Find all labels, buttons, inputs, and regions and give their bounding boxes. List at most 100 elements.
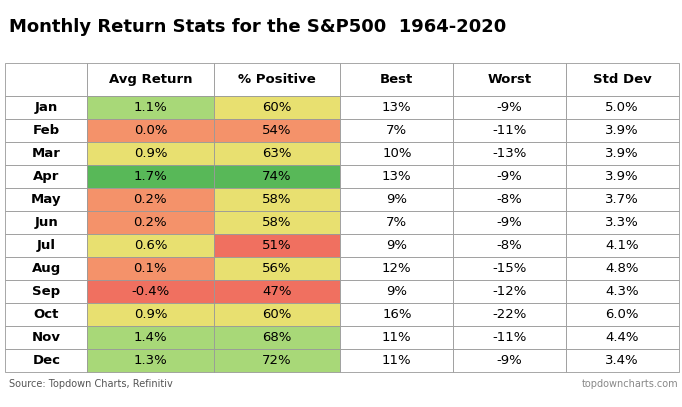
Text: 51%: 51%: [263, 239, 292, 252]
Text: 0.9%: 0.9%: [134, 309, 167, 322]
Bar: [87, 326, 213, 349]
Text: 47%: 47%: [263, 285, 292, 298]
Text: 0.6%: 0.6%: [134, 239, 167, 252]
Text: -9%: -9%: [496, 354, 522, 368]
Bar: [453, 212, 566, 234]
Text: -11%: -11%: [492, 125, 527, 138]
Bar: [340, 188, 453, 212]
Bar: [566, 280, 679, 304]
Bar: [340, 120, 453, 142]
Text: 1.7%: 1.7%: [134, 171, 167, 184]
Bar: [453, 120, 566, 142]
Text: Best: Best: [380, 73, 413, 86]
Bar: [453, 165, 566, 188]
Text: 7%: 7%: [386, 125, 407, 138]
Bar: [5, 326, 87, 349]
Text: -9%: -9%: [496, 101, 522, 114]
Text: -9%: -9%: [496, 171, 522, 184]
Text: 58%: 58%: [263, 193, 292, 206]
Text: topdowncharts.com: topdowncharts.com: [582, 379, 679, 389]
Bar: [453, 349, 566, 372]
Text: 74%: 74%: [263, 171, 292, 184]
Text: 4.1%: 4.1%: [606, 239, 639, 252]
Bar: [566, 188, 679, 212]
Text: 56%: 56%: [263, 263, 292, 276]
Text: % Positive: % Positive: [238, 73, 316, 86]
Bar: [87, 165, 213, 188]
Text: 16%: 16%: [382, 309, 411, 322]
Text: Nov: Nov: [32, 331, 61, 344]
Bar: [87, 212, 213, 234]
Text: 58%: 58%: [263, 217, 292, 230]
Bar: [213, 258, 340, 280]
Bar: [87, 188, 213, 212]
Bar: [213, 349, 340, 372]
Bar: [87, 304, 213, 326]
Text: 72%: 72%: [263, 354, 292, 368]
Text: Std Dev: Std Dev: [593, 73, 651, 86]
Bar: [5, 212, 87, 234]
Bar: [5, 120, 87, 142]
Text: -15%: -15%: [492, 263, 527, 276]
Bar: [340, 326, 453, 349]
Bar: [5, 280, 87, 304]
Bar: [5, 234, 87, 258]
Text: 3.7%: 3.7%: [606, 193, 639, 206]
Bar: [87, 234, 213, 258]
Bar: [87, 258, 213, 280]
Bar: [340, 349, 453, 372]
Bar: [566, 165, 679, 188]
Bar: [566, 120, 679, 142]
Text: 5.0%: 5.0%: [606, 101, 639, 114]
Bar: [453, 304, 566, 326]
Text: 10%: 10%: [382, 147, 411, 160]
Bar: [5, 349, 87, 372]
Text: 60%: 60%: [263, 309, 292, 322]
Text: -11%: -11%: [492, 331, 527, 344]
Text: Jan: Jan: [35, 101, 58, 114]
Bar: [87, 120, 213, 142]
Text: Dec: Dec: [32, 354, 60, 368]
Bar: [340, 234, 453, 258]
Bar: [213, 234, 340, 258]
Text: Jun: Jun: [34, 217, 58, 230]
Text: 0.2%: 0.2%: [134, 193, 167, 206]
Text: Mar: Mar: [32, 147, 61, 160]
Text: -8%: -8%: [496, 193, 522, 206]
Text: 1.4%: 1.4%: [134, 331, 167, 344]
Bar: [87, 280, 213, 304]
Text: 9%: 9%: [386, 239, 407, 252]
Text: 4.8%: 4.8%: [606, 263, 639, 276]
Bar: [213, 326, 340, 349]
Bar: [453, 326, 566, 349]
Text: 12%: 12%: [382, 263, 412, 276]
Bar: [340, 258, 453, 280]
Text: Avg Return: Avg Return: [108, 73, 192, 86]
Text: 3.9%: 3.9%: [606, 171, 639, 184]
Text: Worst: Worst: [488, 73, 531, 86]
Bar: [5, 188, 87, 212]
Bar: [566, 304, 679, 326]
Text: May: May: [31, 193, 61, 206]
Text: 3.3%: 3.3%: [606, 217, 639, 230]
Bar: [566, 63, 679, 96]
Text: -13%: -13%: [492, 147, 527, 160]
Bar: [566, 96, 679, 120]
Text: 1.3%: 1.3%: [134, 354, 167, 368]
Bar: [213, 63, 340, 96]
Bar: [213, 188, 340, 212]
Text: 0.0%: 0.0%: [134, 125, 167, 138]
Bar: [566, 212, 679, 234]
Text: 11%: 11%: [382, 331, 412, 344]
Text: Source: Topdown Charts, Refinitiv: Source: Topdown Charts, Refinitiv: [9, 379, 173, 389]
Text: Sep: Sep: [32, 285, 60, 298]
Bar: [213, 120, 340, 142]
Bar: [5, 165, 87, 188]
Text: Monthly Return Stats for the S&P500  1964-2020: Monthly Return Stats for the S&P500 1964…: [9, 18, 506, 36]
Bar: [453, 63, 566, 96]
Text: 9%: 9%: [386, 193, 407, 206]
Text: 0.9%: 0.9%: [134, 147, 167, 160]
Bar: [340, 96, 453, 120]
Text: -22%: -22%: [492, 309, 527, 322]
Bar: [213, 142, 340, 165]
